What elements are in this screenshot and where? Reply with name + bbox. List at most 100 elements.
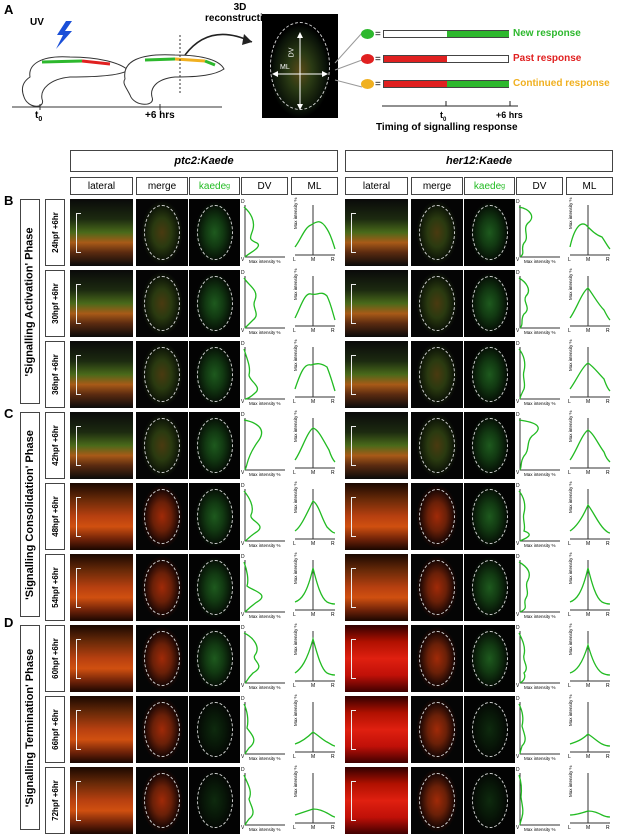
ml-tick-label: R bbox=[606, 328, 610, 334]
phase-label: 'Signalling Consolidation' Phase bbox=[24, 429, 37, 600]
bracket-mark bbox=[76, 781, 81, 821]
continued-response-dot bbox=[361, 79, 374, 89]
column-header-kaede-ptc2: kaede g bbox=[189, 177, 240, 195]
ml-tick-label: L bbox=[568, 470, 571, 476]
ml-y-label: Max intensity % bbox=[568, 197, 573, 229]
dv-top-label: D bbox=[241, 483, 245, 489]
merge-image bbox=[136, 554, 188, 621]
ml-tick-label: L bbox=[293, 257, 296, 263]
outline-ellipse bbox=[419, 347, 455, 402]
outline-ellipse bbox=[472, 205, 508, 260]
dv-bottom-label: V bbox=[241, 754, 245, 760]
dv-x-label: Max intensity % bbox=[249, 827, 281, 832]
continued-response-bar bbox=[383, 80, 509, 88]
phase-letter-b: B bbox=[4, 193, 14, 208]
phase-label: 'Signalling Termination' Phase bbox=[24, 648, 37, 807]
lateral-image bbox=[345, 554, 408, 621]
ml-plot: Max intensity % L M R bbox=[291, 623, 337, 692]
ml-tick-label: M bbox=[311, 541, 316, 547]
dv-plot: D V Max intensity % bbox=[241, 270, 287, 337]
outline-ellipse bbox=[197, 489, 233, 544]
ml-y-label: Max intensity % bbox=[568, 694, 573, 726]
dv-x-label: Max intensity % bbox=[524, 472, 556, 477]
lateral-image bbox=[70, 412, 133, 479]
outline-ellipse bbox=[472, 489, 508, 544]
dv-plot: D V Max intensity % bbox=[241, 554, 287, 621]
ml-plot: Max intensity % L M R bbox=[291, 339, 337, 408]
ml-y-label: Max intensity % bbox=[568, 339, 573, 371]
lateral-image bbox=[70, 625, 133, 692]
merge-image bbox=[136, 767, 188, 834]
dv-top-label: D bbox=[516, 554, 520, 560]
outline-ellipse bbox=[472, 560, 508, 615]
embryo-diagram bbox=[12, 21, 225, 110]
time-label-box: 60hpf +6hr bbox=[45, 625, 65, 692]
kaede-image bbox=[189, 554, 240, 621]
outline-ellipse bbox=[419, 560, 455, 615]
phase-letter-c: C bbox=[4, 406, 14, 421]
dv-plot: D V Max intensity % bbox=[516, 767, 562, 834]
ml-tick-label: L bbox=[293, 328, 296, 334]
ml-plot: Max intensity % L M R bbox=[291, 481, 337, 550]
reconstruction-label: 3D reconstruction bbox=[204, 2, 275, 24]
ml-tick-label: L bbox=[293, 754, 296, 760]
ml-y-label: Max intensity % bbox=[293, 481, 298, 513]
ml-tick-label: M bbox=[586, 825, 591, 831]
dv-x-label: Max intensity % bbox=[249, 685, 281, 690]
column-header-merge-her12: merge bbox=[411, 177, 463, 195]
phase-label-box: 'Signalling Activation' Phase bbox=[20, 199, 40, 404]
dv-bottom-label: V bbox=[516, 683, 520, 689]
lateral-image bbox=[70, 270, 133, 337]
column-header-merge-ptc2: merge bbox=[136, 177, 188, 195]
ml-plot: Max intensity % L M R bbox=[566, 481, 612, 550]
outline-ellipse bbox=[144, 276, 180, 331]
ml-plot: Max intensity % L M R bbox=[566, 552, 612, 621]
dv-plot: D V Max intensity % bbox=[241, 767, 287, 834]
dv-plot: D V Max intensity % bbox=[241, 696, 287, 763]
dv-x-label: Max intensity % bbox=[524, 401, 556, 406]
outline-ellipse bbox=[472, 631, 508, 686]
outline-ellipse bbox=[472, 418, 508, 473]
dv-x-label: Max intensity % bbox=[524, 685, 556, 690]
dv-bottom-label: V bbox=[241, 612, 245, 618]
dv-x-label: Max intensity % bbox=[524, 756, 556, 761]
dv-top-label: D bbox=[516, 767, 520, 773]
ml-plot: Max intensity % L M R bbox=[291, 268, 337, 337]
outline-ellipse bbox=[419, 489, 455, 544]
merge-image bbox=[411, 270, 463, 337]
kaede-image bbox=[464, 696, 515, 763]
ml-tick-label: M bbox=[586, 612, 591, 618]
ml-tick-label: R bbox=[331, 470, 335, 476]
dv-top-label: D bbox=[241, 554, 245, 560]
dv-x-label: Max intensity % bbox=[249, 472, 281, 477]
ml-y-label: Max intensity % bbox=[568, 552, 573, 584]
dv-x-label: Max intensity % bbox=[249, 401, 281, 406]
dv-plot: D V Max intensity % bbox=[241, 625, 287, 692]
ml-tick-label: L bbox=[293, 825, 296, 831]
dv-bottom-label: V bbox=[241, 399, 245, 405]
dv-plot: D V Max intensity % bbox=[516, 412, 562, 479]
ml-axis-label: ML bbox=[280, 64, 290, 71]
dv-plot: D V Max intensity % bbox=[516, 341, 562, 408]
ml-tick-label: M bbox=[586, 328, 591, 334]
dv-top-label: D bbox=[516, 625, 520, 631]
dv-bottom-label: V bbox=[516, 257, 520, 263]
bracket-mark bbox=[351, 568, 356, 608]
plus6-label: +6 hrs bbox=[145, 110, 175, 121]
dv-x-label: Max intensity % bbox=[524, 330, 556, 335]
ml-tick-label: M bbox=[311, 257, 316, 263]
bracket-mark bbox=[351, 426, 356, 466]
merge-image bbox=[136, 199, 188, 266]
time-label-box: 48hpf +6hr bbox=[45, 483, 65, 550]
ml-plot: Max intensity % L M R bbox=[291, 410, 337, 479]
merge-image bbox=[411, 341, 463, 408]
ml-tick-label: L bbox=[293, 399, 296, 405]
lateral-image bbox=[70, 483, 133, 550]
ml-y-label: Max intensity % bbox=[568, 410, 573, 442]
ml-tick-label: R bbox=[606, 399, 610, 405]
timeline-plus6: +6 hrs bbox=[496, 110, 523, 120]
ml-tick-label: R bbox=[331, 754, 335, 760]
ptc2-header: ptc2:Kaede bbox=[70, 150, 338, 172]
lateral-image bbox=[70, 696, 133, 763]
ml-plot: Max intensity % L M R bbox=[566, 268, 612, 337]
